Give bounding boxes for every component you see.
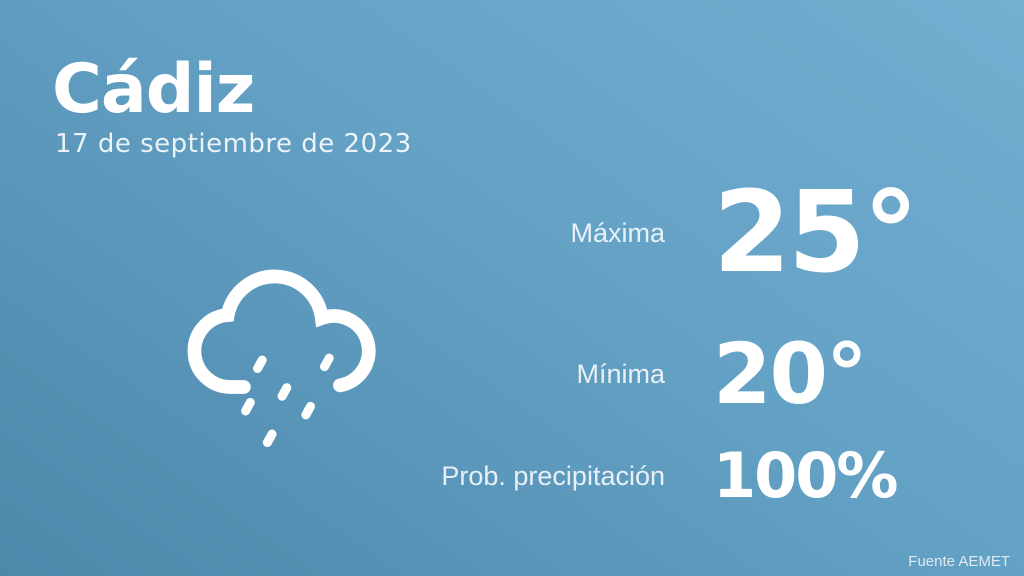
forecast-date: 17 de septiembre de 2023	[55, 129, 412, 159]
metric-value: 25°	[713, 168, 919, 298]
metric-value: 20°	[713, 325, 868, 423]
page-title: Cádiz	[52, 50, 255, 129]
metric-row-precipitacion: Prob. precipitación 100%	[415, 439, 899, 512]
data-source-attribution: Fuente AEMET	[908, 553, 1010, 570]
metric-label: Mínima	[576, 358, 665, 389]
metric-row-maxima: Máxima 25°	[415, 168, 919, 298]
metric-value: 100%	[713, 439, 899, 512]
metric-label: Prob. precipitación	[441, 460, 665, 491]
metric-row-minima: Mínima 20°	[415, 325, 868, 423]
metric-label: Máxima	[570, 217, 665, 248]
cloud-rain-icon	[187, 269, 376, 448]
